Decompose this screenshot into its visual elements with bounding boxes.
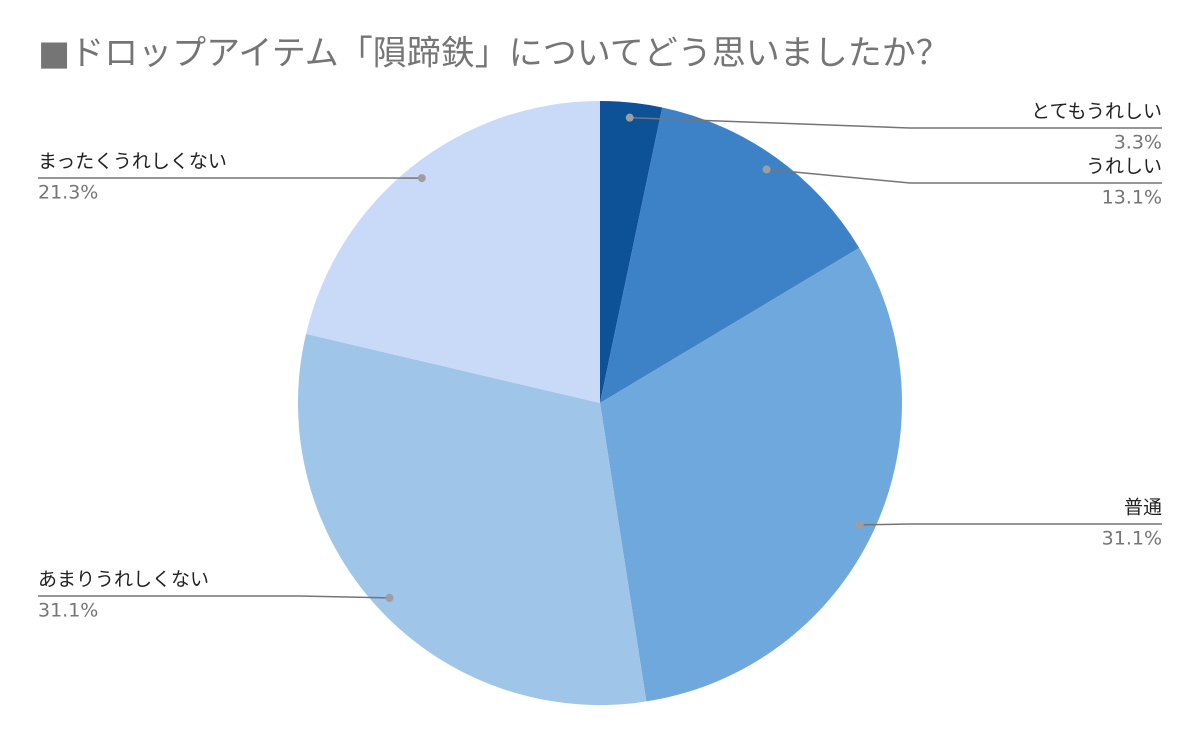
slice-value-label: 31.1%	[38, 600, 98, 622]
chart-title: ■ドロップアイテム「隕蹄鉄」についてどう思いましたか？	[38, 34, 950, 74]
slice-label: とてもうれしい	[1031, 101, 1162, 123]
leader-line	[629, 116, 1162, 129]
leader-dot	[417, 174, 426, 183]
slice-label: まったくうれしくない	[38, 151, 227, 173]
slice-value-label: 3.3%	[1114, 132, 1162, 154]
leader-dot	[855, 520, 864, 529]
slice-value-label: 21.3%	[38, 182, 98, 204]
slice-value-label: 13.1%	[1102, 187, 1162, 209]
pie-slice	[600, 107, 860, 403]
leader-line	[38, 595, 390, 599]
slice-value-label: 31.1%	[1102, 528, 1162, 550]
pie-slice	[306, 101, 600, 403]
leader-dot	[625, 113, 634, 122]
pie-slice	[600, 247, 903, 702]
slice-label: あまりうれしくない	[38, 569, 209, 591]
leader-line	[859, 523, 1162, 526]
pie-slice	[600, 101, 663, 403]
slice-label: うれしい	[1086, 156, 1162, 178]
leader-dot	[385, 593, 394, 602]
slice-label: 普通	[1124, 497, 1162, 519]
leader-line	[766, 168, 1162, 184]
leader-dot	[762, 165, 771, 174]
pie-slice	[298, 333, 647, 706]
